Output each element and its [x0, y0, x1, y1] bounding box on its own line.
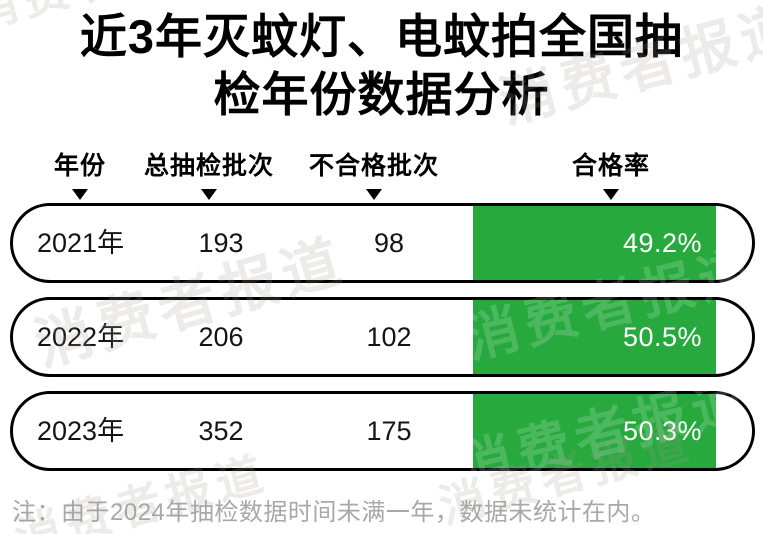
column-header-total-batches: 总抽检批次	[144, 146, 274, 200]
column-header-pass-rate: 合格率	[572, 146, 650, 200]
table-row-2023: 2023年 352 175 50.3%	[10, 391, 755, 471]
failed-batches-cell: 98	[373, 228, 405, 258]
pass-rate-value: 50.5%	[622, 321, 702, 352]
pass-rate-value: 49.2%	[622, 227, 702, 258]
table-row-2022: 2022年 206 102 50.5%	[10, 297, 755, 377]
pass-rate-bar: 50.5%	[473, 300, 716, 374]
table-row-2021: 2021年 193 98 49.2%	[10, 203, 755, 283]
pass-rate-value: 50.3%	[622, 415, 702, 446]
arrow-down-icon	[365, 189, 382, 200]
pass-rate-bar: 50.3%	[473, 394, 716, 468]
failed-batches-cell: 102	[366, 322, 412, 352]
column-header-year: 年份	[54, 146, 106, 200]
total-batches-cell: 206	[198, 322, 244, 352]
year-cell: 2022年	[37, 322, 125, 352]
arrow-down-icon	[200, 189, 217, 200]
year-cell: 2021年	[37, 228, 125, 258]
pass-rate-bar: 49.2%	[473, 206, 716, 280]
column-header-label: 不合格批次	[308, 152, 440, 180]
page-title: 近3年灭蚊灯、电蚊拍全国抽 检年份数据分析	[0, 8, 763, 124]
arrow-down-icon	[71, 189, 88, 200]
footnote: 注：由于2024年抽检数据时间未满一年，数据未统计在内。	[12, 499, 656, 526]
failed-batches-cell: 175	[366, 416, 412, 446]
total-batches-cell: 352	[198, 416, 244, 446]
column-header-failed-batches: 不合格批次	[309, 146, 439, 200]
arrow-down-icon	[602, 189, 619, 200]
total-batches-cell: 193	[198, 228, 244, 258]
column-header-label: 年份	[53, 152, 107, 180]
column-header-label: 总抽检批次	[143, 152, 275, 180]
page-title-line2: 检年份数据分析	[213, 68, 550, 121]
page-title-line1: 近3年灭蚊灯、电蚊拍全国抽	[79, 10, 684, 63]
column-header-label: 合格率	[571, 152, 651, 180]
year-cell: 2023年	[37, 416, 125, 446]
